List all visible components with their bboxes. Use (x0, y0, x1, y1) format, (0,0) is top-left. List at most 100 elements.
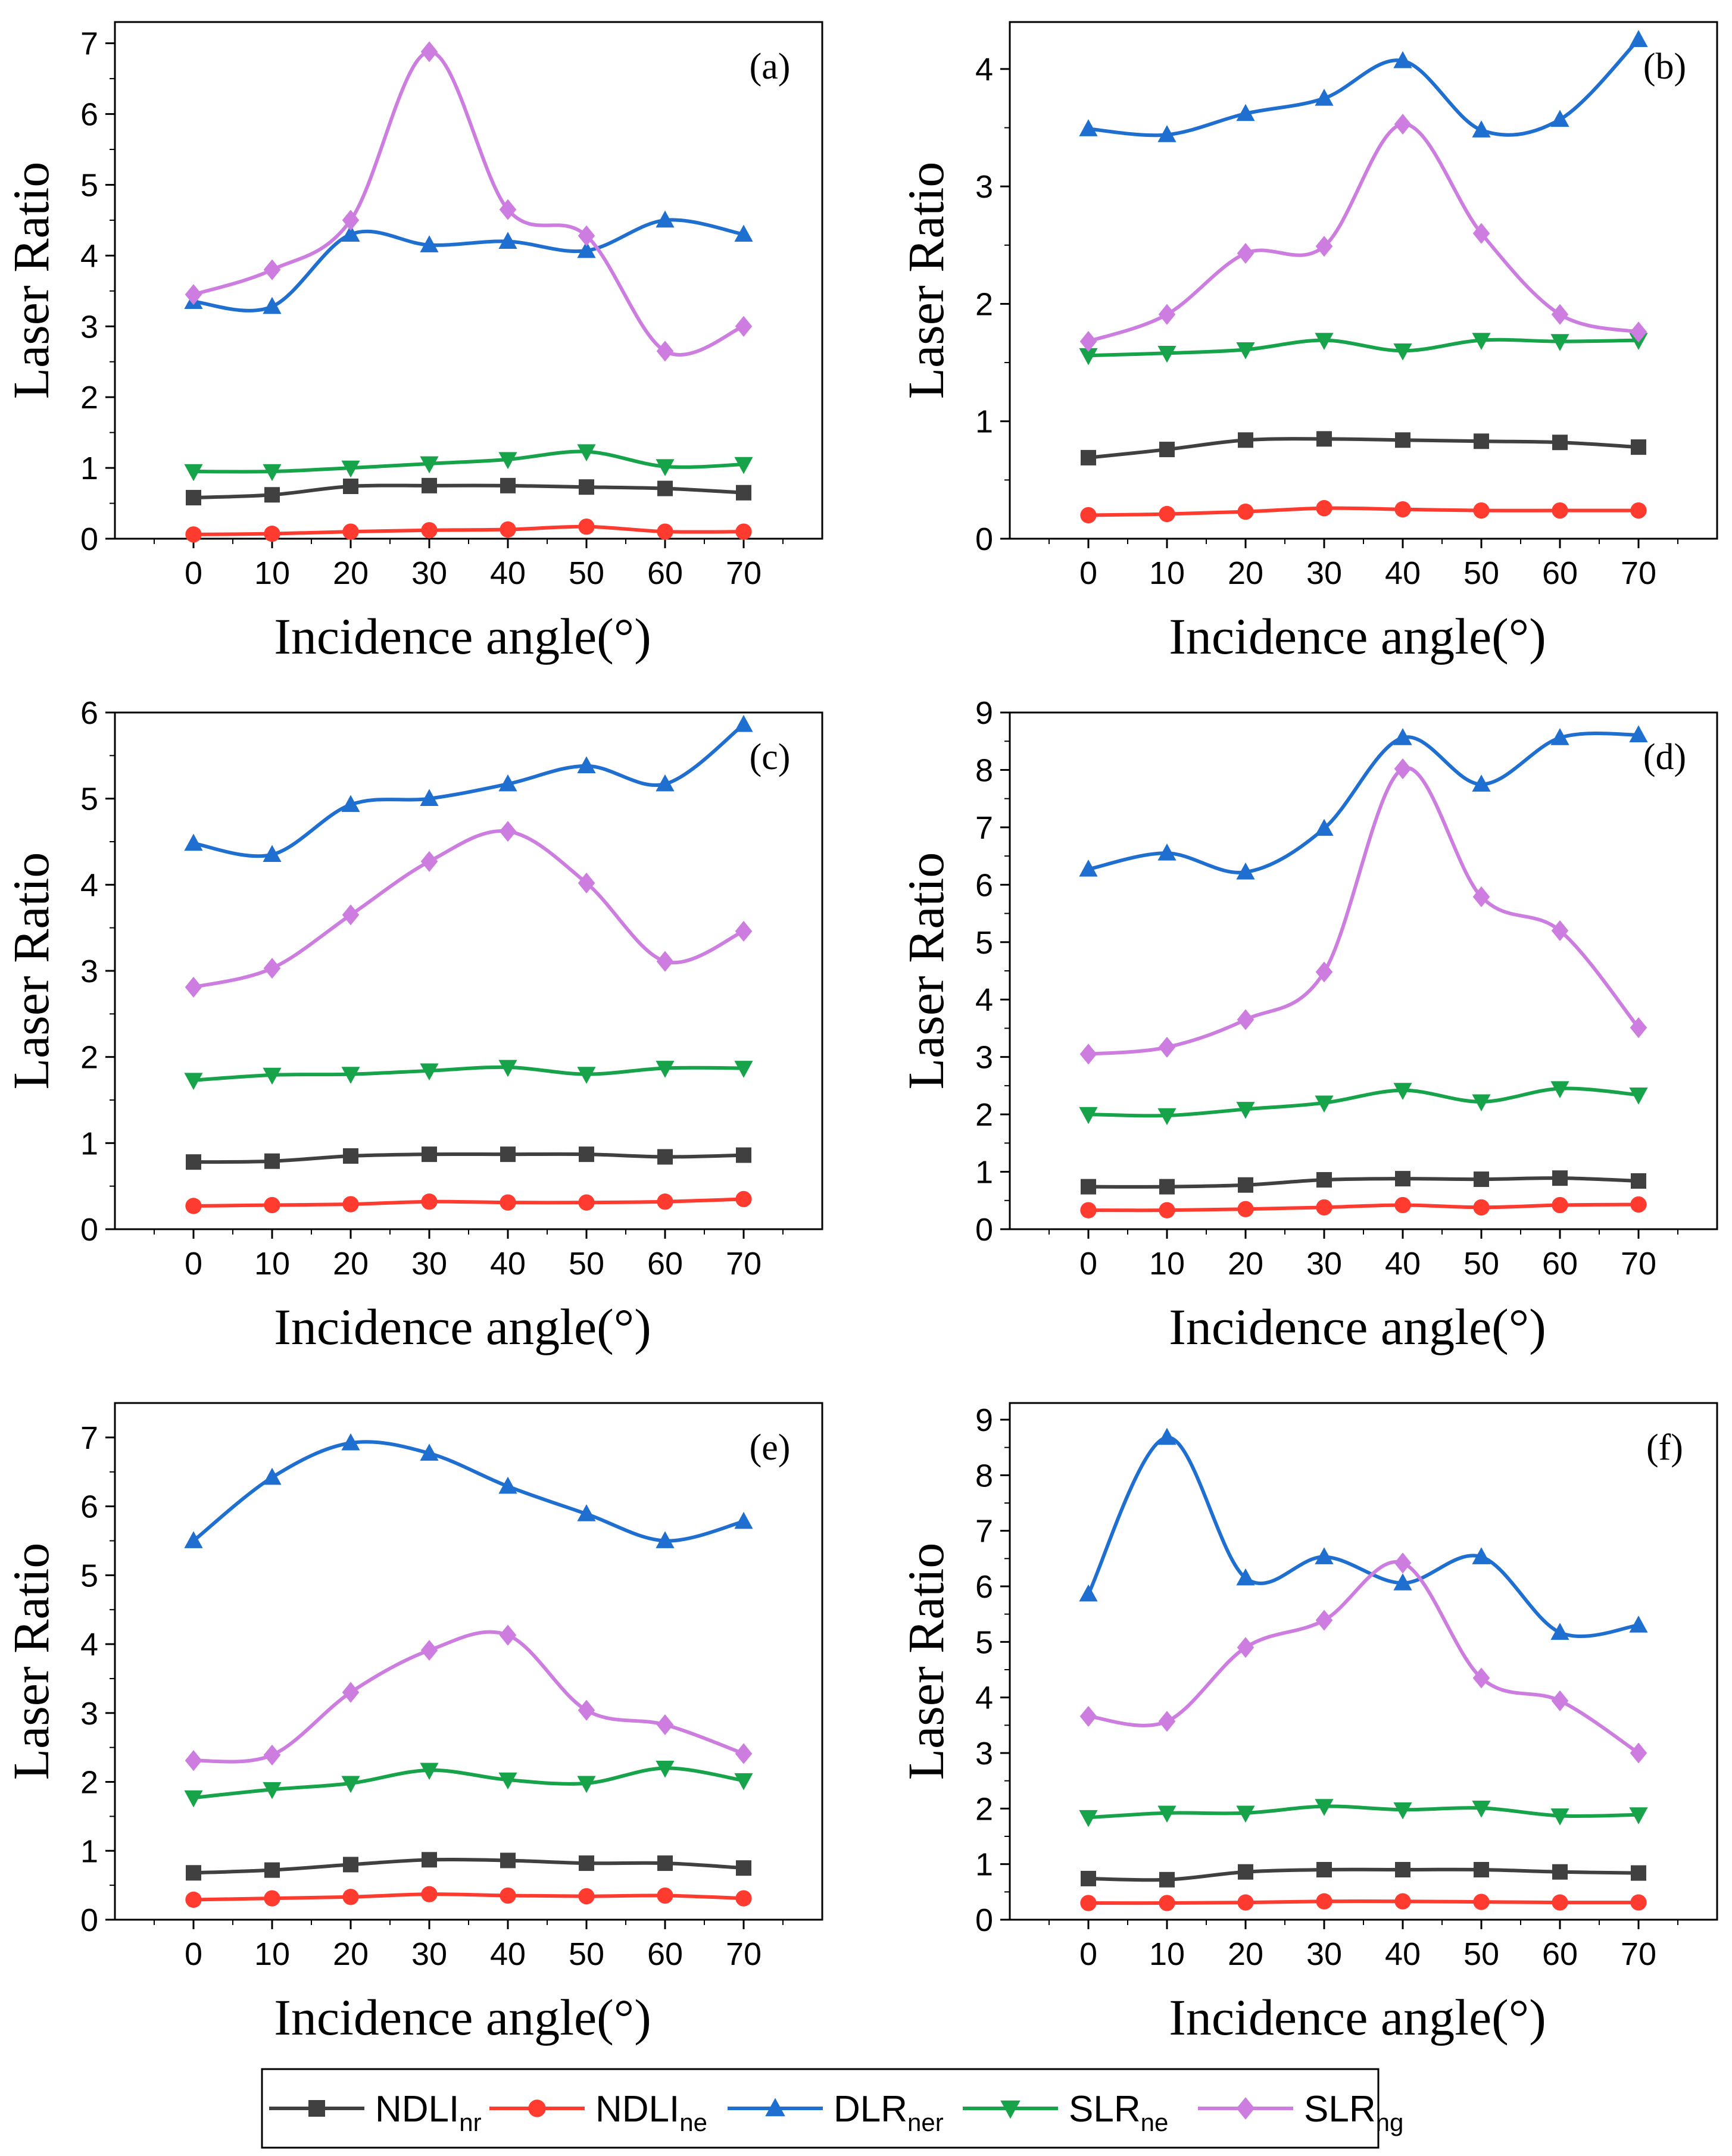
y-tick-label: 3 (80, 954, 98, 989)
x-tick-label: 30 (411, 1936, 447, 1972)
x-tick-label: 30 (1306, 1936, 1342, 1972)
y-tick-label: 6 (975, 1569, 993, 1605)
series-NDLInr (1081, 1862, 1646, 1888)
data-point (421, 522, 438, 539)
data-point (1472, 1094, 1491, 1112)
series-NDLIne (1080, 1196, 1647, 1218)
data-point (1315, 1095, 1334, 1113)
data-point (1159, 505, 1175, 523)
data-point (184, 1790, 203, 1808)
data-point (498, 774, 517, 792)
chart-panel: 0 10 20 30 40 50 60 70 0 1 2 3 4 5 6 7 8 9 Incidence angle… (897, 695, 1718, 1355)
y-axis-title: Laser Ratio (897, 852, 954, 1090)
data-point (1474, 1862, 1489, 1877)
data-point (1473, 1893, 1490, 1910)
data-point (735, 920, 753, 942)
y-tick-label: 9 (975, 695, 993, 731)
x-tick-label: 0 (185, 1246, 202, 1282)
x-tick-label: 10 (254, 555, 290, 591)
data-point (264, 526, 280, 542)
data-point (1079, 348, 1098, 365)
x-tick-label: 60 (1542, 1936, 1578, 1972)
data-point (499, 199, 517, 220)
data-point (735, 1890, 752, 1907)
data-point (1629, 1087, 1648, 1105)
legend-marker (1000, 2100, 1021, 2119)
data-point (1315, 1610, 1333, 1631)
x-tick-label: 40 (1385, 555, 1421, 591)
data-point (342, 1196, 359, 1213)
x-tick-label: 60 (1542, 1246, 1578, 1282)
data-point (1158, 1711, 1176, 1732)
data-point (577, 240, 596, 258)
data-point (1315, 333, 1334, 350)
data-point (577, 1504, 596, 1521)
data-point (1237, 503, 1254, 520)
data-point (185, 284, 202, 305)
legend-label: NDLIne (595, 2089, 707, 2136)
data-point (734, 457, 753, 474)
data-point (734, 715, 753, 732)
data-point (341, 460, 360, 478)
series-DLRner (184, 1433, 753, 1548)
series-line (1088, 765, 1640, 1056)
data-point (1316, 1862, 1332, 1877)
y-tick-label: 5 (80, 1558, 98, 1593)
series-line (1088, 1560, 1640, 1755)
legend-entry: DLRner (728, 2089, 944, 2136)
y-tick-label: 4 (80, 238, 98, 274)
data-point (342, 523, 359, 540)
x-tick-label: 0 (185, 1936, 202, 1972)
y-tick-label: 2 (80, 1765, 98, 1801)
y-tick-label: 6 (80, 1489, 98, 1525)
data-point (1394, 1893, 1411, 1910)
series-line (1088, 1804, 1639, 1820)
data-point (734, 1061, 753, 1078)
data-point (1316, 1172, 1332, 1188)
data-point (656, 1061, 675, 1078)
data-point (1394, 1552, 1412, 1574)
data-point (1551, 304, 1569, 325)
data-point (657, 1855, 673, 1871)
data-point (657, 1149, 673, 1165)
series-line (193, 1197, 744, 1208)
data-point (1630, 1894, 1647, 1911)
data-point (184, 1531, 203, 1548)
data-point (1472, 333, 1491, 350)
x-tick-label: 50 (569, 555, 604, 591)
y-axis-title: Laser Ratio (2, 852, 60, 1090)
x-tick-label: 0 (1079, 1246, 1097, 1282)
series-DLRner (1079, 30, 1648, 142)
y-tick-label: 0 (975, 1902, 993, 1938)
data-point (1631, 439, 1646, 455)
data-point (422, 1146, 437, 1163)
data-point (1630, 502, 1647, 519)
data-point (1157, 125, 1176, 142)
data-point (1472, 1667, 1490, 1689)
y-tick-label: 6 (80, 97, 98, 133)
data-point (341, 1776, 360, 1793)
data-point (1237, 1009, 1254, 1030)
x-tick-label: 0 (1079, 1936, 1097, 1972)
series-SLRng (1079, 758, 1647, 1065)
data-point (1315, 88, 1334, 106)
data-point (735, 523, 752, 540)
data-point (1394, 758, 1412, 780)
data-point (1473, 502, 1490, 519)
series-line (1088, 338, 1639, 358)
data-point (1315, 1547, 1334, 1564)
data-point (1630, 1196, 1647, 1213)
series-SLRng (1079, 1552, 1647, 1764)
data-point (1315, 818, 1334, 836)
x-tick-label: 30 (411, 1246, 447, 1282)
data-point (1393, 1573, 1412, 1591)
series-line (193, 829, 745, 989)
data-point (657, 523, 673, 540)
data-point (343, 1148, 358, 1164)
y-tick-label: 7 (975, 1514, 993, 1549)
data-point (1551, 920, 1569, 942)
data-point (1393, 51, 1412, 68)
data-point (1080, 1895, 1097, 1911)
data-point (1238, 1864, 1253, 1880)
legend-label: SLRng (1304, 2089, 1403, 2136)
